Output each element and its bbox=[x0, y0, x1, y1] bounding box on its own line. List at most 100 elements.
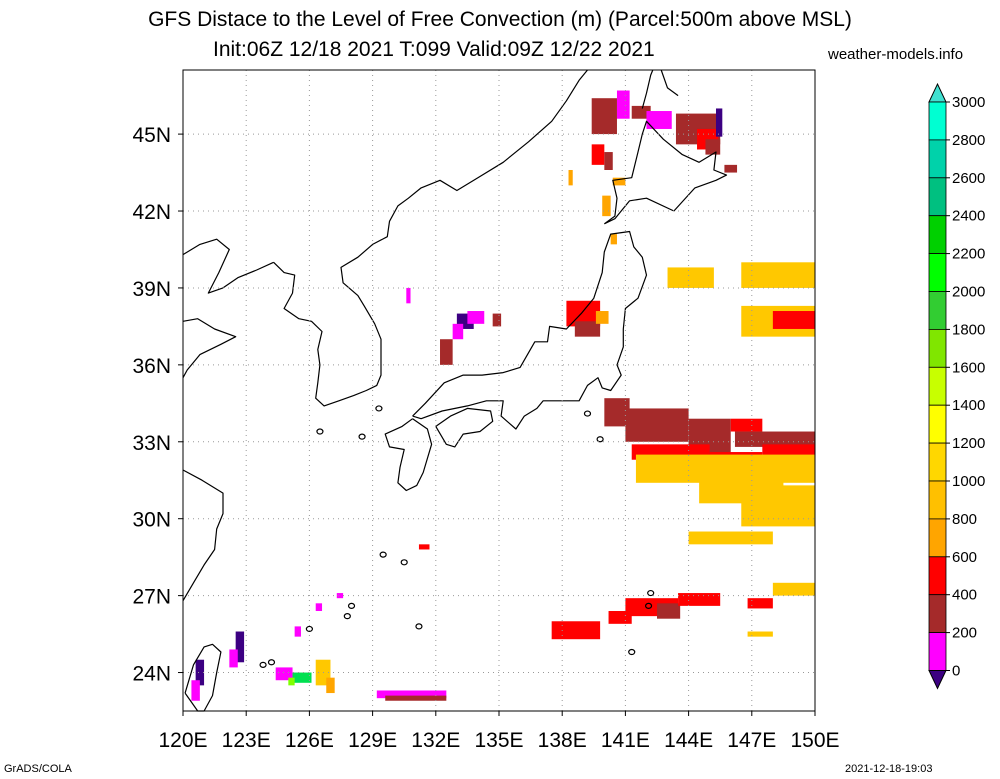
island bbox=[316, 428, 324, 435]
colorbar-swatch bbox=[928, 139, 947, 179]
lon-tick-label: 150E bbox=[790, 729, 839, 752]
footer-timestamp: 2021-12-18-19:03 bbox=[845, 763, 933, 775]
colorbar-label: 1200 bbox=[952, 435, 985, 452]
lfc-cell bbox=[688, 531, 773, 545]
lon-tick-label: 123E bbox=[222, 729, 271, 752]
coastline bbox=[660, 69, 679, 97]
island bbox=[267, 659, 276, 666]
island bbox=[583, 410, 592, 417]
lfc-cell bbox=[326, 677, 335, 694]
colorbar-swatch bbox=[928, 442, 947, 482]
coastline bbox=[435, 407, 494, 448]
lfc-cell bbox=[625, 408, 689, 442]
colorbar-label: 0 bbox=[952, 663, 960, 680]
colorbar-label: 2400 bbox=[952, 208, 985, 225]
island bbox=[375, 405, 383, 412]
colorbar-label: 2200 bbox=[952, 246, 985, 263]
colorbar-label: 2800 bbox=[952, 132, 985, 149]
colorbar-label: 1000 bbox=[952, 473, 985, 490]
lfc-cell bbox=[667, 267, 714, 288]
lon-tick-label: 120E bbox=[158, 729, 207, 752]
colorbar-swatch bbox=[928, 253, 947, 292]
chart-subtitle: Init:06Z 12/18 2021 T:099 Valid:09Z 12/2… bbox=[213, 38, 655, 61]
island bbox=[596, 436, 604, 443]
lat-tick-label: 33N bbox=[132, 432, 171, 455]
lfc-cell bbox=[734, 431, 815, 447]
coastline bbox=[603, 120, 728, 225]
lon-tick-label: 135E bbox=[474, 729, 523, 752]
lon-tick-label: 141E bbox=[601, 729, 650, 752]
lfc-cell bbox=[631, 105, 651, 119]
lon-tick-label: 147E bbox=[727, 729, 776, 752]
island bbox=[400, 559, 408, 566]
colorbar-swatch bbox=[928, 480, 947, 520]
lat-tick-label: 45N bbox=[132, 124, 171, 147]
island bbox=[647, 589, 655, 597]
lfc-cell bbox=[591, 98, 617, 135]
colorbar-label: 1600 bbox=[952, 359, 985, 376]
colorbar-swatch bbox=[928, 632, 947, 671]
site-credit: weather-models.info bbox=[828, 46, 964, 63]
lon-tick-label: 138E bbox=[538, 729, 587, 752]
lfc-cell bbox=[292, 672, 312, 683]
lfc-cell bbox=[741, 485, 815, 527]
island bbox=[415, 623, 423, 630]
lfc-cell bbox=[705, 139, 721, 155]
coastline bbox=[412, 230, 648, 430]
colorbar-label: 3000 bbox=[952, 94, 985, 111]
lfc-cell bbox=[772, 311, 815, 329]
lfc-cell bbox=[467, 311, 485, 324]
island bbox=[305, 625, 313, 633]
island bbox=[259, 661, 267, 668]
lfc-cell bbox=[288, 677, 295, 686]
lfc-cell bbox=[406, 287, 411, 304]
colorbar-arrow-top bbox=[928, 82, 947, 103]
colorbar-label: 600 bbox=[952, 549, 977, 566]
lfc-cell bbox=[747, 598, 773, 609]
lfc-cell bbox=[595, 311, 609, 324]
colorbar-label: 2600 bbox=[952, 170, 985, 187]
lat-tick-label: 36N bbox=[132, 355, 171, 378]
colorbar-swatch bbox=[928, 101, 947, 141]
lfc-cell bbox=[741, 262, 815, 288]
island bbox=[358, 433, 366, 440]
colorbar-label: 1800 bbox=[952, 321, 985, 338]
colorbar-swatch bbox=[928, 328, 947, 368]
lfc-cell bbox=[195, 659, 205, 686]
coastline bbox=[273, 69, 588, 407]
lfc-cell bbox=[591, 144, 605, 165]
lat-tick-label: 24N bbox=[132, 663, 171, 686]
colorbar-label: 800 bbox=[952, 511, 977, 528]
colorbar-label: 2000 bbox=[952, 284, 985, 301]
colorbar-swatch bbox=[928, 594, 947, 634]
lfc-cell bbox=[385, 695, 447, 701]
lat-tick-label: 42N bbox=[132, 201, 171, 224]
lfc-cell bbox=[568, 169, 573, 186]
coastline bbox=[384, 418, 433, 492]
lon-tick-label: 132E bbox=[411, 729, 460, 752]
coastline bbox=[182, 318, 237, 378]
lfc-cell bbox=[229, 649, 238, 668]
lfc-cell bbox=[275, 667, 293, 681]
lon-tick-label: 129E bbox=[348, 729, 397, 752]
colorbar-swatch bbox=[928, 518, 947, 558]
colorbar-swatch bbox=[928, 366, 947, 406]
island bbox=[343, 613, 351, 620]
island bbox=[379, 551, 387, 558]
lfc-cell bbox=[772, 582, 815, 596]
colorbar-swatch bbox=[928, 215, 947, 254]
lfc-cell bbox=[646, 111, 672, 129]
lfc-cell bbox=[747, 631, 773, 637]
colorbar-label: 1400 bbox=[952, 397, 985, 414]
footer-software: GrADS/COLA bbox=[4, 763, 72, 775]
island bbox=[644, 602, 653, 609]
lfc-cell bbox=[604, 152, 613, 170]
lfc-cell bbox=[602, 195, 611, 217]
island bbox=[628, 648, 636, 656]
colorbar-label: 200 bbox=[952, 625, 977, 642]
lfc-cell bbox=[418, 544, 430, 550]
lfc-cell bbox=[657, 603, 681, 619]
coastline bbox=[641, 69, 654, 109]
lfc-cell bbox=[551, 621, 601, 640]
lfc-cell bbox=[612, 177, 626, 186]
